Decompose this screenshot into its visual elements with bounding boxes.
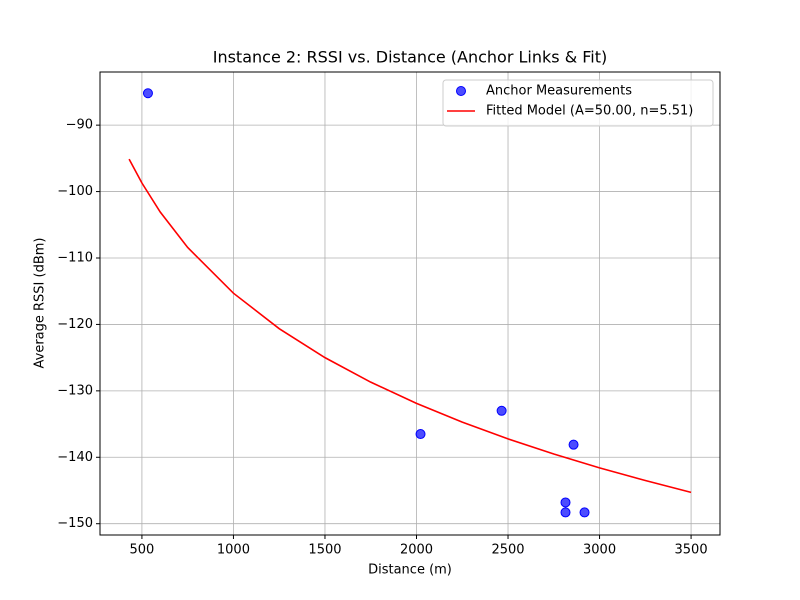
x-tick-label: 500 [130, 543, 155, 558]
legend-box [442, 79, 714, 127]
x-tick-label: 2000 [400, 543, 433, 558]
legend-marker [456, 86, 466, 96]
y-tick-label: −120 [57, 317, 93, 332]
fit-line [128, 158, 692, 494]
legend-label: Fitted Model (A=50.00, n=5.51) [486, 104, 693, 119]
x-tick-label: 3000 [583, 543, 616, 558]
x-axis-label: Distance (m) [368, 563, 452, 578]
y-tick-label: −140 [57, 450, 93, 465]
chart-title: Instance 2: RSSI vs. Distance (Anchor Li… [213, 48, 608, 67]
y-tick-label: −130 [57, 383, 93, 398]
point [496, 405, 507, 416]
point [415, 429, 426, 440]
y-tick-label: −100 [57, 184, 93, 199]
y-tick-label: −90 [66, 118, 93, 133]
y-tick-label: −150 [57, 516, 93, 531]
x-tick-label: 1000 [217, 543, 250, 558]
x-tick-label: 2500 [491, 543, 524, 558]
x-tick-label: 1500 [308, 543, 341, 558]
y-tick-label: −110 [57, 250, 93, 265]
point [568, 439, 579, 450]
x-tick-label: 3500 [675, 543, 708, 558]
point [560, 507, 571, 518]
point [560, 497, 571, 508]
y-axis-label: Average RSSI (dBm) [33, 238, 48, 369]
point [579, 507, 590, 518]
legend-label: Anchor Measurements [486, 84, 632, 99]
point [142, 88, 153, 99]
plot-frame [99, 71, 721, 536]
